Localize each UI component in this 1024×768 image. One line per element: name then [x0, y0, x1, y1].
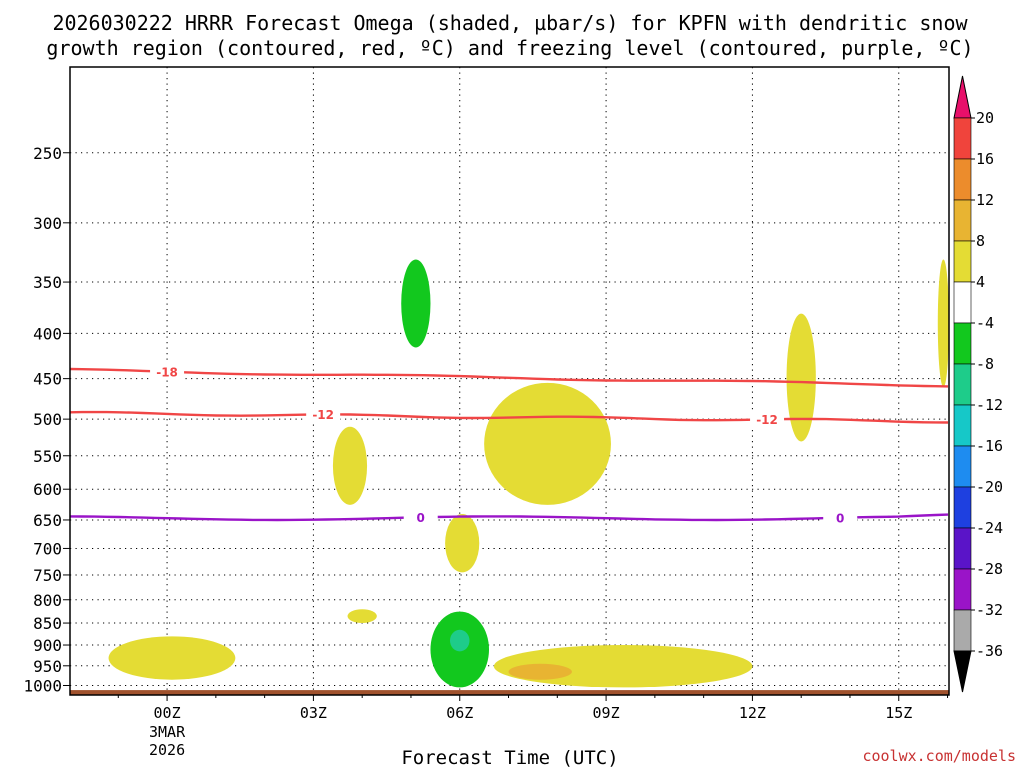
y-tick-label: 250 — [33, 144, 62, 163]
colorbar-label: -32 — [976, 601, 1003, 619]
colorbar-swatch-8 — [953, 445, 972, 488]
y-tick-label: 600 — [33, 480, 62, 499]
colorbar-label: 16 — [976, 150, 994, 168]
x-tick-date-label: 3MAR — [149, 723, 186, 741]
colorbar-swatch-11 — [953, 568, 972, 611]
pressure-axis: 250 300 350 400 450 500 550 600 650 700 750 800 850 9… — [23, 144, 70, 696]
chart-title-line-1: 2026030222 HRRR Forecast Omega (shaded, … — [52, 11, 968, 35]
colorbar-swatch-9 — [953, 486, 972, 529]
contour-line--12 — [70, 410, 949, 424]
contour-label-bg — [750, 411, 785, 428]
colorbar-swatch-12 — [953, 609, 972, 652]
omega-region-1 — [332, 426, 368, 505]
contour-label-bg — [150, 363, 185, 380]
colorbar-label: 12 — [976, 191, 994, 209]
colorbar-swatch-2 — [953, 199, 972, 242]
omega-shading — [108, 259, 949, 688]
omega-region-11 — [449, 629, 470, 652]
x-axis-label: Forecast Time (UTC) — [401, 747, 618, 768]
x-tick-label: 06Z — [446, 704, 473, 722]
x-tick-label: 03Z — [300, 704, 327, 722]
colorbar-bottom-arrow — [953, 650, 972, 693]
y-tick-label: 800 — [33, 591, 62, 610]
colorbar-label: -28 — [976, 560, 1003, 578]
contour-label--12: -12 — [312, 408, 334, 422]
colorbar-label: -12 — [976, 396, 1003, 414]
colorbar-label: -24 — [976, 519, 1003, 537]
y-tick-label: 700 — [33, 539, 62, 558]
ground-surface-bar — [70, 690, 949, 695]
y-tick-label: 500 — [33, 410, 62, 429]
x-tick-label: 09Z — [593, 704, 620, 722]
y-tick-label: 1000 — [23, 677, 62, 696]
y-tick-label: 550 — [33, 447, 62, 466]
contour-label-bg — [306, 406, 341, 423]
colorbar-swatch-5 — [953, 322, 972, 365]
colorbar-label: 8 — [976, 232, 985, 250]
colorbar-label: -36 — [976, 642, 1003, 660]
x-tick-label: 12Z — [739, 704, 766, 722]
colorbar-label: -16 — [976, 437, 1003, 455]
x-tick-year-label: 2026 — [149, 741, 185, 759]
contour-label--18: -18 — [156, 365, 178, 379]
y-tick-label: 300 — [33, 214, 62, 233]
colorbar-swatch-4 — [953, 281, 972, 324]
colorbar-swatch-0 — [953, 117, 972, 160]
omega-region-3 — [445, 514, 480, 573]
chart-title-line-2: growth region (contoured, red, ºC) and f… — [46, 36, 973, 60]
contour-label-0: 0 — [836, 511, 844, 525]
x-tick-label: 15Z — [885, 704, 912, 722]
colorbar-swatch-1 — [953, 158, 972, 201]
contour-line--18 — [70, 367, 949, 388]
colorbar-swatch-7 — [953, 404, 972, 447]
y-tick-label: 950 — [33, 657, 62, 676]
colorbar-label: -4 — [976, 314, 994, 332]
colorbar-label: 20 — [976, 109, 994, 127]
colorbar-label: 4 — [976, 273, 985, 291]
omega-region-9 — [401, 259, 431, 348]
omega-region-6 — [508, 663, 572, 680]
y-tick-label: 750 — [33, 566, 62, 585]
plot-frame — [69, 66, 950, 696]
omega-region-7 — [786, 313, 816, 442]
credit-text: coolwx.com/models — [862, 747, 1016, 765]
temperature-contours: -18 -12 -12 0 0 — [70, 363, 949, 526]
colorbar-swatch-10 — [953, 527, 972, 570]
contour-label--12: -12 — [756, 413, 778, 427]
y-tick-label: 900 — [33, 636, 62, 655]
colorbar-swatch-6 — [953, 363, 972, 406]
omega-region-2 — [347, 609, 377, 624]
colorbar-top-arrow — [953, 75, 972, 119]
colorbar-label: -8 — [976, 355, 994, 373]
x-tick-label: 00Z — [154, 704, 181, 722]
colorbar-swatch-3 — [953, 240, 972, 283]
omega-colorbar: 20 16 12 8 4 -4 -8 -12 -16 -20 -24 -28 -32 -36 — [953, 75, 1003, 693]
y-tick-label: 650 — [33, 511, 62, 530]
plot-area: -18 -12 -12 0 0 — [69, 66, 950, 696]
contour-label-bg — [403, 509, 438, 526]
contour-line-0 — [70, 513, 949, 522]
omega-region-4 — [484, 382, 611, 505]
y-tick-label: 450 — [33, 370, 62, 389]
omega-region-8 — [937, 259, 949, 388]
grid-lines — [70, 67, 949, 695]
colorbar-label: -20 — [976, 478, 1003, 496]
contour-label-bg — [823, 509, 858, 526]
omega-region-0 — [108, 636, 236, 680]
y-tick-label: 400 — [33, 324, 62, 343]
y-tick-label: 850 — [33, 614, 62, 633]
contour-label-0: 0 — [417, 511, 425, 525]
y-tick-label: 350 — [33, 273, 62, 292]
